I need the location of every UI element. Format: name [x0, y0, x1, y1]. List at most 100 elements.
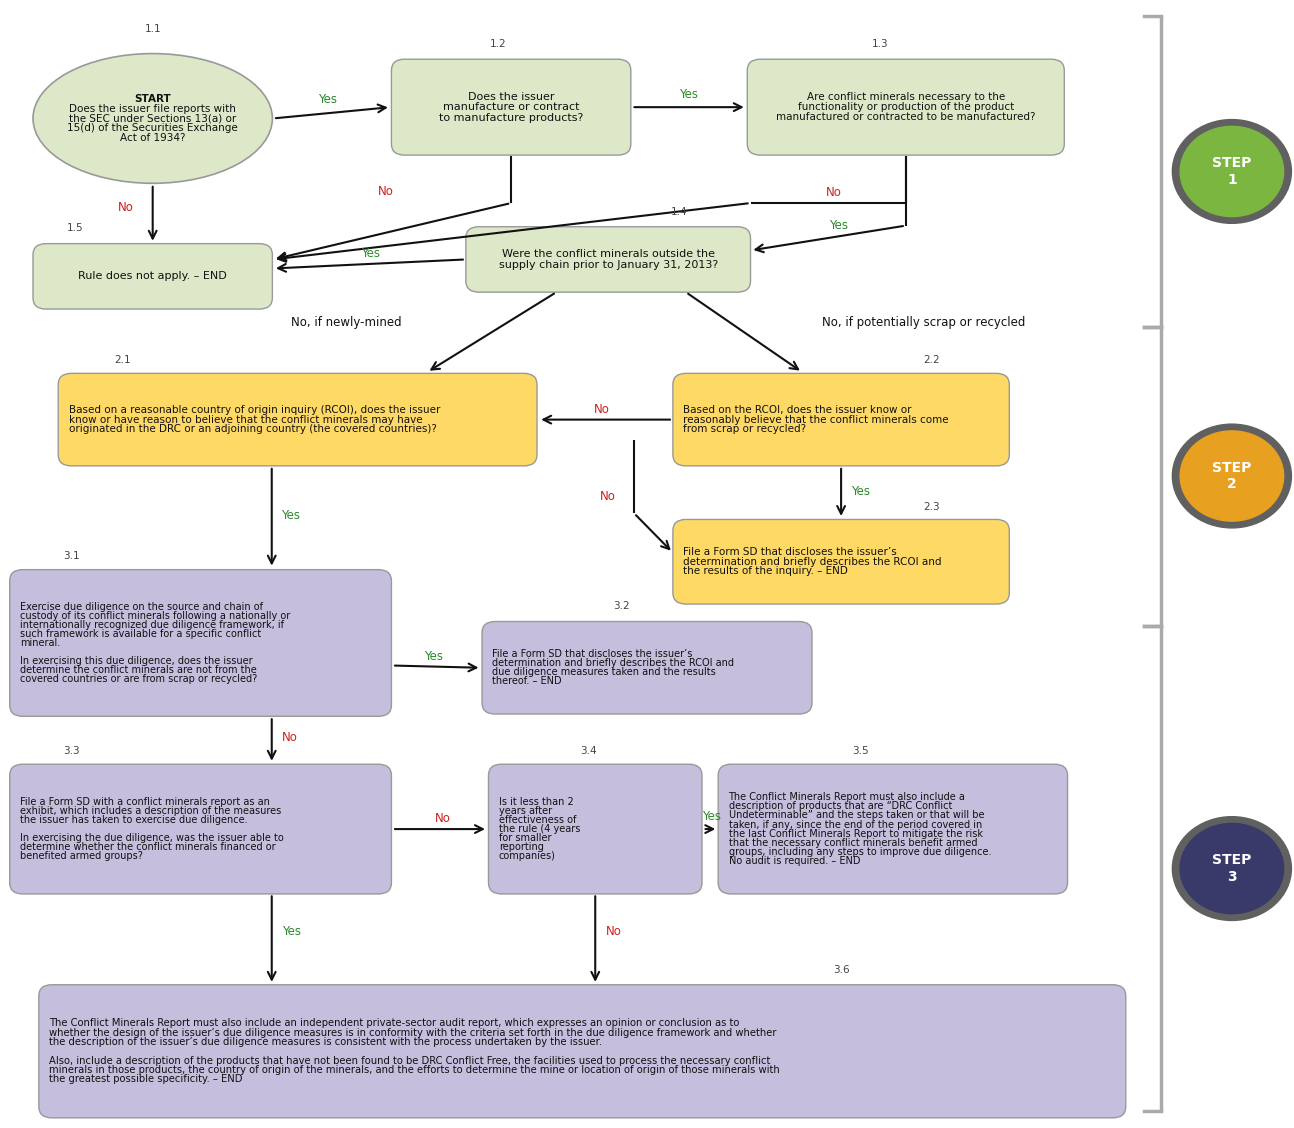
Text: manufactured or contracted to be manufactured?: manufactured or contracted to be manufac… — [776, 112, 1035, 122]
Text: 3.5: 3.5 — [853, 746, 868, 756]
Text: effectiveness of: effectiveness of — [499, 814, 576, 825]
Text: determination and briefly describes the RCOI and: determination and briefly describes the … — [492, 659, 735, 668]
Text: know or have reason to believe that the conflict minerals may have: know or have reason to believe that the … — [69, 415, 422, 424]
Text: Were the conflict minerals outside the: Were the conflict minerals outside the — [502, 249, 714, 259]
Text: In exercising this due diligence, does the issuer: In exercising this due diligence, does t… — [21, 656, 252, 667]
FancyBboxPatch shape — [10, 570, 391, 716]
Text: Also, include a description of the products that have not been found to be DRC C: Also, include a description of the produ… — [49, 1056, 770, 1066]
FancyBboxPatch shape — [489, 765, 701, 893]
Circle shape — [1172, 120, 1291, 223]
Text: Yes: Yes — [679, 88, 697, 102]
Text: No: No — [606, 925, 621, 938]
FancyBboxPatch shape — [39, 985, 1126, 1118]
Text: Act of 1934?: Act of 1934? — [120, 133, 185, 143]
Text: 1.2: 1.2 — [490, 38, 506, 49]
Text: the description of the issuer’s due diligence measures is consistent with the pr: the description of the issuer’s due dili… — [49, 1037, 602, 1047]
Text: Yes: Yes — [361, 247, 379, 261]
Text: reporting: reporting — [499, 843, 543, 853]
Text: Yes: Yes — [851, 485, 871, 499]
Text: manufacture or contract: manufacture or contract — [443, 103, 580, 112]
Text: Undeterminable” and the steps taken or that will be: Undeterminable” and the steps taken or t… — [729, 810, 983, 820]
Text: No: No — [282, 731, 298, 744]
FancyBboxPatch shape — [481, 622, 813, 714]
Text: Rule does not apply. – END: Rule does not apply. – END — [79, 272, 226, 281]
Text: thereof. – END: thereof. – END — [492, 677, 562, 687]
Text: Yes: Yes — [318, 92, 336, 106]
Text: mineral.: mineral. — [21, 638, 61, 647]
Text: Based on the RCOI, does the issuer know or: Based on the RCOI, does the issuer know … — [683, 405, 912, 415]
Text: internationally recognized due diligence framework, if: internationally recognized due diligence… — [21, 619, 285, 629]
Text: No: No — [600, 490, 616, 503]
Text: Yes: Yes — [703, 810, 721, 823]
Text: companies): companies) — [499, 852, 555, 862]
Text: custody of its conflict minerals following a nationally or: custody of its conflict minerals followi… — [21, 610, 290, 620]
Text: No: No — [378, 185, 393, 199]
Text: 2.3: 2.3 — [924, 502, 939, 512]
Text: 2.2: 2.2 — [924, 355, 939, 365]
Text: taken, if any, since the end of the period covered in: taken, if any, since the end of the peri… — [729, 820, 982, 829]
FancyBboxPatch shape — [466, 227, 751, 292]
Circle shape — [1180, 823, 1284, 914]
Text: years after: years after — [499, 805, 553, 816]
Text: groups, including any steps to improve due diligence.: groups, including any steps to improve d… — [729, 847, 991, 857]
Ellipse shape — [32, 53, 272, 183]
Text: from scrap or recycled?: from scrap or recycled? — [683, 424, 806, 434]
Text: Yes: Yes — [829, 219, 848, 232]
Text: exhibit, which includes a description of the measures: exhibit, which includes a description of… — [21, 805, 281, 816]
Text: STEP
3: STEP 3 — [1212, 854, 1251, 883]
Text: the SEC under Sections 13(a) or: the SEC under Sections 13(a) or — [69, 114, 237, 123]
Text: functionality or production of the product: functionality or production of the produ… — [797, 103, 1014, 112]
Text: The Conflict Minerals Report must also include an independent private-sector aud: The Conflict Minerals Report must also i… — [49, 1019, 740, 1029]
Text: due diligence measures taken and the results: due diligence measures taken and the res… — [492, 668, 716, 677]
Circle shape — [1172, 817, 1291, 920]
Text: determine the conflict minerals are not from the: determine the conflict minerals are not … — [21, 666, 256, 676]
Text: 3.2: 3.2 — [613, 601, 629, 611]
Text: No: No — [826, 186, 841, 200]
Text: covered countries or are from scrap or recycled?: covered countries or are from scrap or r… — [21, 675, 258, 685]
Text: 1.4: 1.4 — [672, 206, 687, 217]
Text: Does the issuer file reports with: Does the issuer file reports with — [70, 104, 236, 114]
Text: 1.3: 1.3 — [872, 38, 888, 49]
Circle shape — [1172, 424, 1291, 528]
Text: originated in the DRC or an adjoining country (the covered countries)?: originated in the DRC or an adjoining co… — [69, 424, 436, 434]
Text: such framework is available for a specific conflict: such framework is available for a specif… — [21, 629, 261, 638]
Text: No: No — [118, 201, 133, 214]
Text: for smaller: for smaller — [499, 834, 551, 844]
Text: Yes: Yes — [423, 650, 443, 663]
Text: reasonably believe that the conflict minerals come: reasonably believe that the conflict min… — [683, 415, 949, 424]
Text: No: No — [594, 403, 609, 416]
Text: File a Form SD that discloses the issuer’s: File a Form SD that discloses the issuer… — [492, 649, 692, 659]
Text: Based on a reasonable country of origin inquiry (RCOI), does the issuer: Based on a reasonable country of origin … — [69, 405, 440, 415]
Text: In exercising the due diligence, was the issuer able to: In exercising the due diligence, was the… — [21, 834, 283, 844]
Text: File a Form SD with a conflict minerals report as an: File a Form SD with a conflict minerals … — [21, 796, 270, 807]
Text: Is it less than 2: Is it less than 2 — [499, 796, 573, 807]
Text: 3.4: 3.4 — [581, 746, 597, 756]
Text: 3.6: 3.6 — [833, 964, 849, 975]
Text: the greatest possible specificity. – END: the greatest possible specificity. – END — [49, 1074, 243, 1084]
Text: No: No — [435, 812, 450, 826]
Text: No audit is required. – END: No audit is required. – END — [729, 856, 861, 866]
Text: the issuer has taken to exercise due diligence.: the issuer has taken to exercise due dil… — [21, 814, 247, 825]
Text: 3.1: 3.1 — [63, 550, 79, 561]
Text: description of products that are “DRC Conflict: description of products that are “DRC Co… — [729, 801, 952, 811]
Text: STEP
2: STEP 2 — [1212, 461, 1251, 491]
Circle shape — [1180, 431, 1284, 521]
Text: 2.1: 2.1 — [115, 355, 131, 365]
FancyBboxPatch shape — [673, 520, 1009, 605]
Text: determine whether the conflict minerals financed or: determine whether the conflict minerals … — [21, 843, 276, 853]
Text: the last Conflict Minerals Report to mitigate the risk: the last Conflict Minerals Report to mit… — [729, 829, 982, 838]
Text: to manufacture products?: to manufacture products? — [439, 113, 584, 123]
Text: determination and briefly describes the RCOI and: determination and briefly describes the … — [683, 557, 942, 566]
Text: supply chain prior to January 31, 2013?: supply chain prior to January 31, 2013? — [498, 259, 718, 270]
Text: No, if potentially scrap or recycled: No, if potentially scrap or recycled — [822, 316, 1025, 329]
FancyBboxPatch shape — [10, 765, 391, 893]
Text: the results of the inquiry. – END: the results of the inquiry. – END — [683, 566, 848, 576]
FancyBboxPatch shape — [718, 765, 1068, 893]
Circle shape — [1180, 126, 1284, 217]
Text: benefited armed groups?: benefited armed groups? — [21, 852, 142, 862]
FancyBboxPatch shape — [32, 244, 272, 309]
Text: START: START — [135, 94, 171, 104]
Text: 3.3: 3.3 — [63, 746, 79, 756]
Text: Yes: Yes — [281, 509, 300, 522]
Text: the rule (4 years: the rule (4 years — [499, 825, 580, 834]
